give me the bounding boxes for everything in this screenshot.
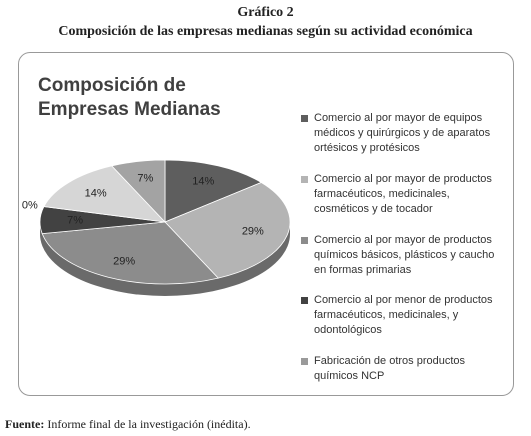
legend-label: Comercio al por menor de productos farma… (314, 294, 493, 336)
legend-item: Comercio al por menor de productos farma… (301, 293, 501, 338)
chart-frame (18, 52, 514, 396)
legend-item: Fabricación de otros productos químicos … (301, 354, 501, 384)
source-text: Informe final de la investigación (inédi… (47, 417, 251, 431)
pie-slice (43, 165, 167, 223)
legend-swatch (301, 297, 308, 304)
pie-slice (111, 159, 166, 224)
data-label: 0% (22, 200, 38, 212)
legend-label: Comercio al por mayor de productos quími… (314, 234, 495, 276)
data-label: 14% (85, 187, 107, 199)
source-label: Fuente: (5, 417, 45, 431)
legend-item: Comercio al por mayor de equipos médicos… (301, 111, 501, 156)
legend-label: Comercio al por mayor de productos farma… (314, 173, 492, 215)
legend-swatch (301, 115, 308, 122)
source-note: Fuente: Informe final de la investigació… (5, 417, 251, 432)
data-label: 14% (192, 176, 214, 188)
pie-slice (41, 221, 219, 285)
legend-label: Fabricación de otros productos químicos … (314, 355, 466, 382)
pie-slice (164, 159, 263, 223)
data-label: 7% (67, 215, 83, 227)
legend-item: Comercio al por mayor de productos quími… (301, 233, 501, 278)
legend-swatch (301, 358, 308, 365)
legend-label: Comercio al por mayor de equipos médicos… (314, 112, 491, 154)
data-label: 29% (242, 226, 264, 238)
data-label: 7% (137, 172, 153, 184)
data-label: 29% (113, 256, 135, 268)
legend-item: Comercio al por mayor de productos farma… (301, 172, 501, 217)
chart-title: Composición de Empresas Medianas (38, 75, 221, 120)
figure-title: Composición de las empresas medianas seg… (58, 24, 473, 39)
figure-number: Gráfico 2 (237, 5, 294, 20)
legend-swatch (301, 176, 308, 183)
legend-swatch (301, 237, 308, 244)
pie-slice (164, 182, 291, 279)
